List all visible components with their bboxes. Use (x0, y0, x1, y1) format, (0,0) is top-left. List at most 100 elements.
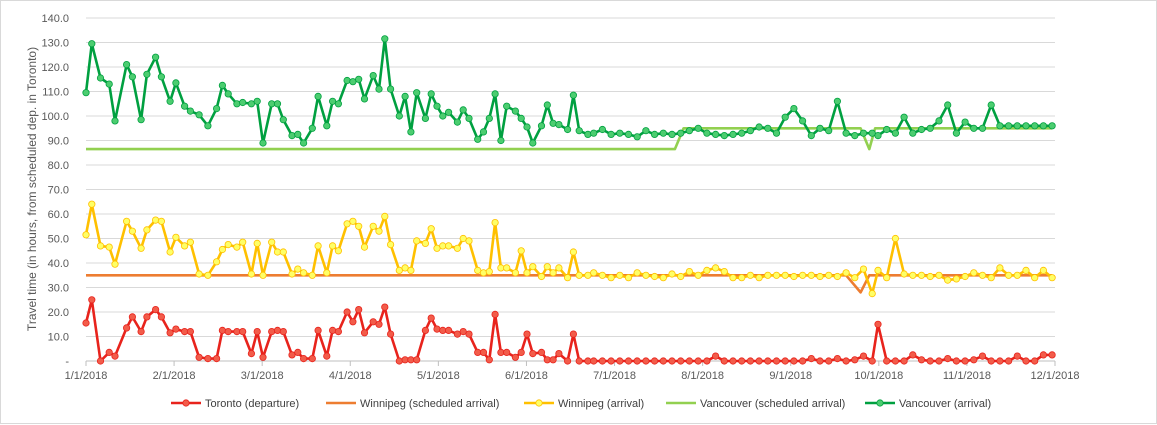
series-markers (82, 35, 1056, 365)
data-point (755, 274, 763, 282)
data-point (143, 70, 151, 78)
data-point (944, 276, 952, 284)
data-point (444, 108, 453, 116)
data-point (1022, 266, 1030, 274)
data-point (569, 330, 578, 338)
data-point (279, 116, 287, 124)
data-point (1004, 271, 1013, 279)
data-point (323, 269, 331, 277)
x-tick-label: 12/1/2018 (1031, 370, 1080, 382)
data-point (299, 139, 308, 147)
data-point (978, 352, 987, 360)
data-point (703, 129, 711, 137)
data-point (703, 357, 711, 365)
data-point (816, 272, 824, 281)
data-point (703, 266, 711, 274)
data-point (755, 357, 763, 365)
data-point (157, 217, 165, 225)
data-point (851, 132, 859, 140)
data-point (395, 266, 403, 274)
data-point (1031, 122, 1039, 130)
data-point (575, 271, 583, 279)
data-point (1031, 357, 1039, 365)
data-point (213, 258, 221, 266)
y-tick-label: 130.0 (41, 38, 69, 50)
data-point (381, 35, 389, 43)
data-point (772, 357, 781, 365)
data-point (616, 129, 624, 137)
data-point (677, 129, 685, 137)
data-point (166, 248, 174, 256)
data-point (1004, 122, 1013, 130)
data-point (157, 313, 165, 321)
data-point (772, 129, 781, 137)
data-point (268, 238, 276, 246)
data-point (816, 357, 824, 365)
data-point (917, 125, 926, 134)
data-point (996, 357, 1004, 365)
data-point (1013, 271, 1021, 279)
data-point (181, 242, 189, 250)
data-point (444, 326, 453, 334)
data-point (900, 357, 908, 365)
data-point (82, 231, 90, 239)
data-point (790, 357, 798, 365)
data-point (677, 272, 685, 281)
data-point (323, 352, 331, 360)
data-point (874, 132, 882, 140)
data-point (427, 90, 435, 98)
data-point (259, 139, 267, 147)
data-point (868, 357, 876, 365)
data-point (883, 274, 891, 282)
data-point (543, 101, 551, 109)
data-point (485, 267, 493, 276)
y-tick-label: 110.0 (42, 87, 69, 99)
data-point (668, 130, 676, 138)
data-point (247, 100, 255, 108)
data-point (413, 89, 421, 97)
data-point (781, 357, 789, 365)
data-point (96, 357, 105, 365)
data-point (720, 267, 728, 276)
data-point (694, 271, 702, 279)
data-point (624, 130, 633, 138)
data-point (650, 357, 659, 365)
data-point (738, 274, 746, 282)
data-point (343, 220, 351, 228)
data-point (88, 296, 96, 304)
data-point (453, 330, 461, 338)
data-point (859, 265, 868, 273)
data-point (659, 274, 667, 282)
data-point (355, 75, 363, 83)
data-point (517, 114, 525, 123)
data-point (453, 244, 461, 252)
data-point (781, 113, 789, 121)
data-point (590, 357, 598, 365)
data-point (465, 237, 473, 245)
data-point (729, 357, 737, 365)
data-point (224, 90, 232, 98)
data-point (900, 270, 908, 278)
data-point (825, 127, 833, 135)
data-point (239, 238, 247, 246)
data-point (299, 269, 308, 277)
data-point (842, 357, 850, 365)
data-point (421, 239, 429, 247)
data-point (720, 132, 728, 140)
data-point (685, 267, 694, 276)
data-point (314, 242, 322, 250)
data-point (1013, 122, 1021, 130)
data-point (642, 271, 650, 279)
data-point (152, 53, 160, 61)
data-point (738, 129, 746, 137)
data-point (360, 329, 369, 337)
data-point (952, 275, 961, 283)
data-point (842, 129, 850, 137)
data-point (491, 219, 499, 227)
data-point (186, 238, 194, 246)
data-point (308, 354, 316, 363)
data-point (279, 248, 287, 256)
data-point (360, 95, 369, 103)
data-point (935, 117, 943, 125)
data-point (537, 348, 546, 356)
